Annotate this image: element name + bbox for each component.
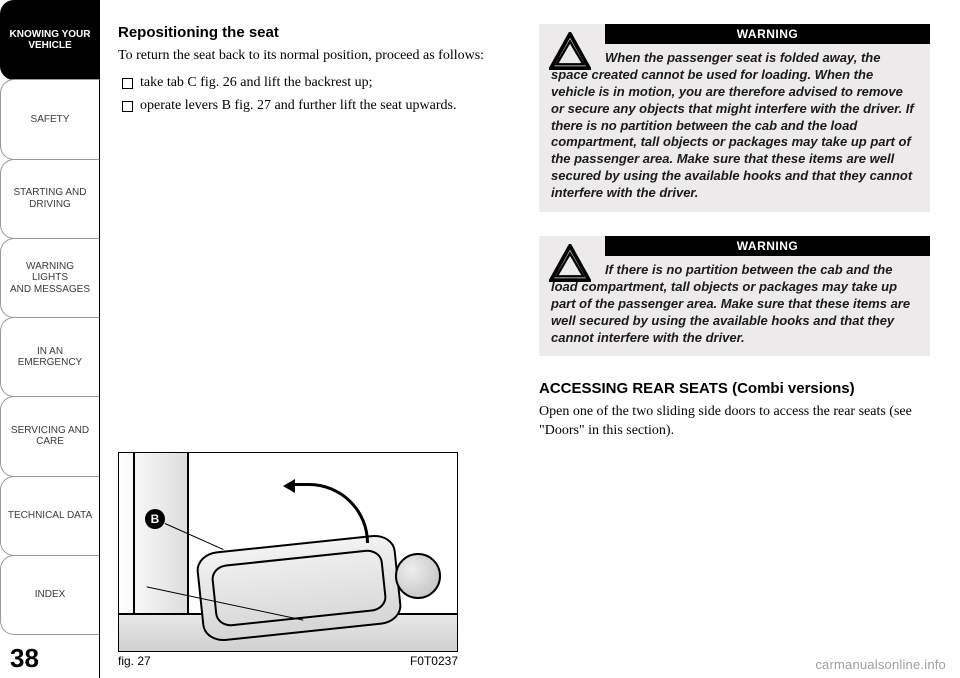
heading-accessing-rear-seats: ACCESSING REAR SEATS (Combi versions) [539, 380, 930, 397]
figure-27: B fig. 27 F0T0237 [118, 452, 458, 668]
bullet-list: take tab C fig. 26 and lift the backrest… [118, 74, 509, 120]
left-column: Repositioning the seat To return the sea… [118, 24, 509, 668]
tab-emergency[interactable]: IN AN EMERGENCY [0, 317, 100, 397]
right-column: WARNING When the passenger seat is folde… [539, 24, 930, 668]
arrow-head-icon [283, 479, 295, 493]
page-number: 38 [10, 643, 39, 674]
warning-text-2: If there is no partition between the cab… [551, 262, 918, 346]
tab-label: IN AN EMERGENCY [7, 346, 93, 369]
sidebar-tabs: KNOWING YOURVEHICLE SAFETY STARTING ANDD… [0, 0, 100, 678]
watermark-text: carmanualsonline.info [815, 657, 946, 672]
page-content: Repositioning the seat To return the sea… [100, 0, 960, 678]
tab-label: KNOWING YOURVEHICLE [10, 29, 91, 52]
intro-text: To return the seat back to its normal po… [118, 47, 509, 66]
manual-page: KNOWING YOURVEHICLE SAFETY STARTING ANDD… [0, 0, 960, 678]
tab-safety[interactable]: SAFETY [0, 79, 100, 159]
list-item: operate levers B fig. 27 and further lif… [118, 97, 509, 116]
tab-technical-data[interactable]: TECHNICAL DATA [0, 476, 100, 556]
warning-triangle-icon [549, 244, 591, 282]
list-item: take tab C fig. 26 and lift the backrest… [118, 74, 509, 93]
figure-caption: fig. 27 F0T0237 [118, 654, 458, 668]
warning-text-1: When the passenger seat is folded away, … [551, 50, 918, 202]
callout-label-b: B [145, 509, 165, 529]
arrow-arc-icon [289, 483, 369, 543]
tab-label: TECHNICAL DATA [8, 510, 92, 522]
tab-label: SERVICING ANDCARE [11, 425, 89, 448]
figure-code: F0T0237 [410, 654, 458, 668]
figure-image: B [118, 452, 458, 652]
accessing-rear-seats-text: Open one of the two sliding side doors t… [539, 403, 930, 441]
tab-index[interactable]: INDEX [0, 555, 100, 635]
tab-label: STARTING ANDDRIVING [14, 187, 87, 210]
tab-warning-lights[interactable]: WARNING LIGHTSAND MESSAGES [0, 238, 100, 318]
warning-box-2: WARNING If there is no partition between… [539, 236, 930, 356]
warning-header: WARNING [605, 24, 930, 44]
tab-knowing-your-vehicle[interactable]: KNOWING YOURVEHICLE [0, 0, 100, 80]
warning-box-1: WARNING When the passenger seat is folde… [539, 24, 930, 212]
figure-number: fig. 27 [118, 654, 151, 668]
tab-servicing-and-care[interactable]: SERVICING ANDCARE [0, 396, 100, 476]
tab-label: WARNING LIGHTSAND MESSAGES [7, 261, 93, 296]
tab-label: INDEX [35, 589, 66, 601]
knob-shape [395, 553, 441, 599]
warning-triangle-icon [549, 32, 591, 70]
tab-starting-and-driving[interactable]: STARTING ANDDRIVING [0, 159, 100, 239]
tab-label: SAFETY [31, 114, 70, 126]
page-number-wrap: 38 [0, 634, 100, 678]
warning-header: WARNING [605, 236, 930, 256]
heading-repositioning: Repositioning the seat [118, 24, 509, 41]
